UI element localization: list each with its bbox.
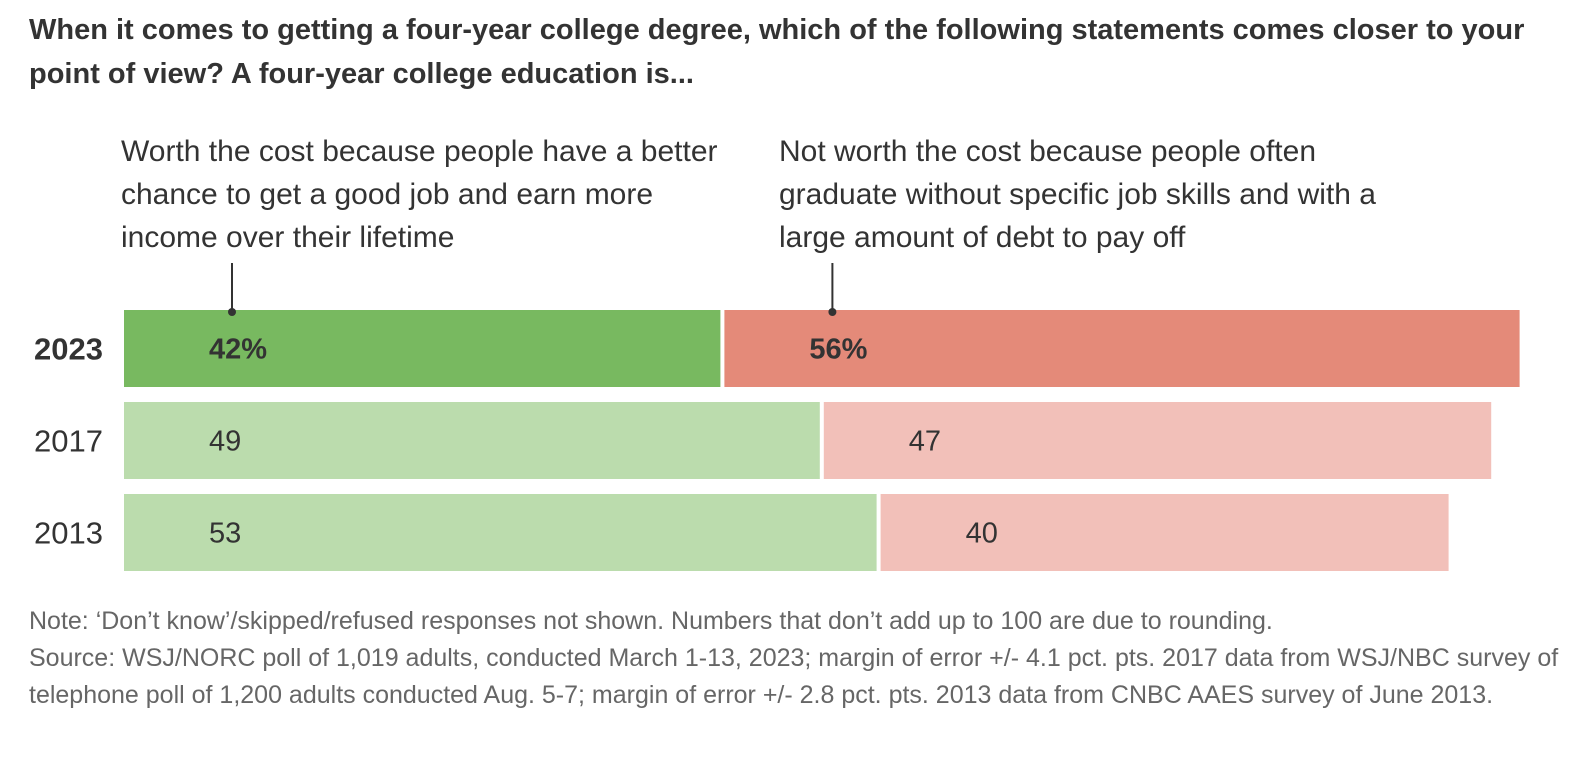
value-label-not-worth-2023: 56%	[809, 334, 867, 366]
bar-not-worth-2013	[880, 494, 1449, 571]
value-label-worth-2023: 42%	[209, 334, 267, 366]
bar-worth-2017	[124, 402, 820, 479]
value-label-not-worth-2013: 40	[966, 518, 998, 550]
leader-line-not-worth-dot	[828, 308, 837, 316]
bar-not-worth-2023	[724, 310, 1520, 387]
source-text: Source: WSJ/NORC poll of 1,019 adults, c…	[29, 644, 1559, 709]
value-label-worth-2013: 53	[209, 518, 241, 550]
bar-worth-2013	[124, 494, 877, 571]
value-label-worth-2017: 49	[209, 426, 241, 458]
chart-title: When it comes to getting a four-year col…	[29, 14, 1525, 90]
year-label-2013: 2013	[34, 516, 103, 551]
value-label-not-worth-2017: 47	[909, 426, 941, 458]
notes-block: Note: ‘Don’t know’/skipped/refused respo…	[29, 603, 1569, 714]
bar-worth-2023	[124, 310, 721, 387]
legend-label-not-worth: Not worth the cost because people often …	[779, 135, 1376, 254]
year-label-2023: 2023	[34, 332, 103, 367]
leader-line-worth-dot	[228, 308, 236, 316]
note-text: Note: ‘Don’t know’/skipped/refused respo…	[29, 607, 1273, 635]
legend-label-worth: Worth the cost because people have a bet…	[121, 135, 718, 254]
bar-not-worth-2017	[823, 402, 1492, 479]
year-label-2017: 2017	[34, 424, 103, 459]
stacked-bar-chart: 2023 42% 56% 2017 49 47 2013 53 40	[34, 263, 1520, 571]
